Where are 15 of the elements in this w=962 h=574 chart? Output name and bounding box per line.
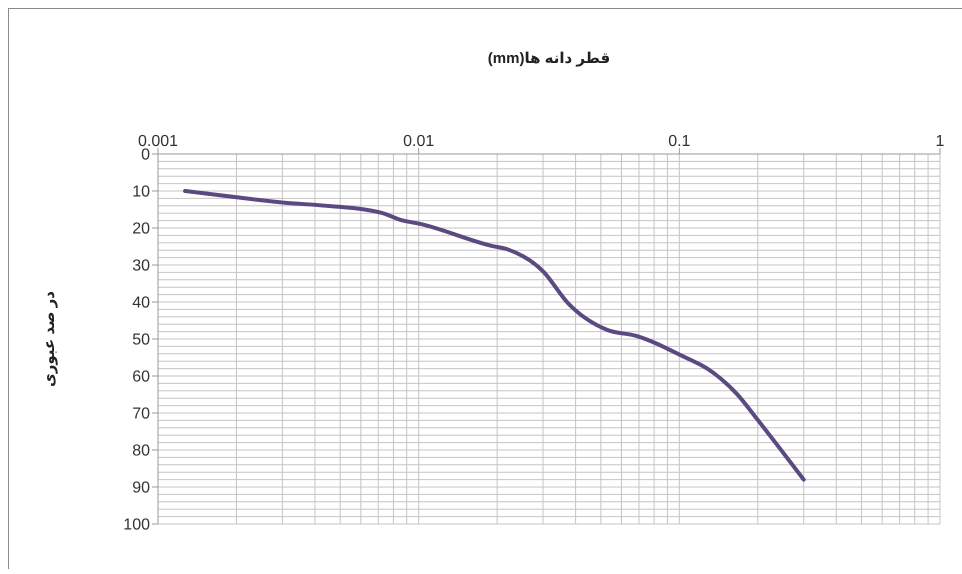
x-tick-label: 0.01	[403, 133, 434, 150]
x-tick-label: 0.1	[668, 133, 691, 150]
y-tick-label: 100	[123, 516, 150, 534]
y-tick-label: 60	[132, 368, 150, 386]
y-tick-label: 20	[132, 220, 150, 238]
y-tick-label: 80	[132, 442, 150, 460]
y-tick-label: 90	[132, 480, 150, 497]
y-tick-label: 10	[132, 184, 150, 201]
x-tick-label: 1	[936, 133, 945, 150]
y-tick-label: 30	[132, 258, 150, 275]
y-axis-title: در صد عبوری	[40, 291, 58, 387]
x-axis-title: قطر دانه ها(mm)	[486, 49, 612, 67]
y-tick-label: 50	[132, 332, 150, 349]
y-tick-label: 70	[132, 406, 150, 423]
y-tick-label: 40	[132, 294, 150, 312]
